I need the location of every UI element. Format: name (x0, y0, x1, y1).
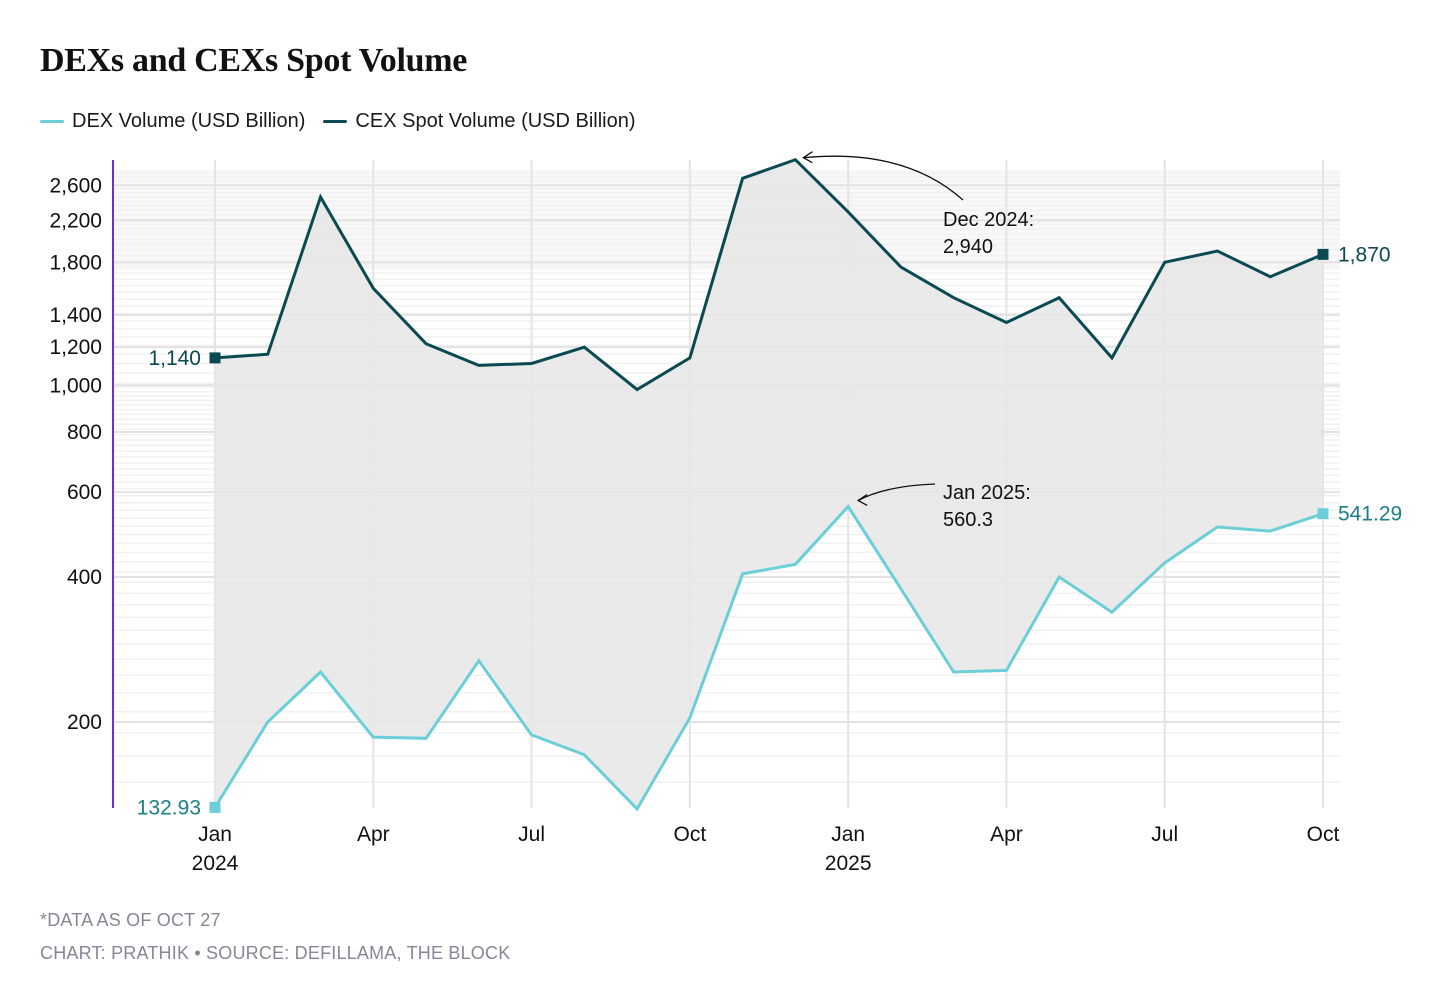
x-tick-label: Jul (1151, 823, 1178, 846)
footer-credit: CHART: PRATHIK • SOURCE: DEFILLAMA, THE … (40, 943, 511, 963)
legend-item-cex: CEX Spot Volume (USD Billion) (323, 110, 636, 133)
end-value-label-cex: 1,870 (1338, 243, 1391, 266)
y-tick-label: 1,200 (49, 336, 102, 359)
end-marker-dex (209, 801, 221, 813)
x-tick-year-label: 2025 (825, 852, 872, 875)
legend-label-dex: DEX Volume (USD Billion) (72, 110, 306, 132)
end-marker-dex (1317, 508, 1329, 520)
annotation-value: 560.3 (943, 509, 993, 531)
annotation-arrow (803, 155, 964, 201)
y-tick-label: 2,200 (49, 209, 102, 232)
y-tick-label: 2,600 (49, 174, 102, 197)
start-value-label-dex: 132.93 (137, 796, 201, 819)
series-line-dex (213, 504, 1324, 812)
x-tick-label: Apr (990, 823, 1023, 846)
annotation-value: 2,940 (943, 236, 993, 258)
y-tick-label: 1,800 (49, 251, 102, 274)
legend-label-cex: CEX Spot Volume (USD Billion) (355, 110, 636, 132)
series-lines (209, 157, 1329, 813)
end-marker-cex (1317, 248, 1329, 260)
x-tick-label: Apr (357, 823, 390, 846)
arrowhead-icon (802, 151, 813, 164)
y-tick-label: 1,400 (49, 304, 102, 327)
x-tick-year-label: 2024 (192, 852, 239, 875)
footer-note: *DATA AS OF OCT 27 (40, 910, 221, 930)
y-tick-label: 400 (67, 566, 102, 589)
legend-swatch-cex (323, 120, 348, 123)
annotation-arrow (857, 483, 936, 502)
x-tick-label: Jan (198, 823, 232, 846)
labels: 132.93 541.29 1,140 1,870 Dec 2024: 2,940 Jan … (137, 151, 1402, 819)
area-between-series (215, 159, 1323, 809)
legend: DEX Volume (USD Billion) CEX Spot Volume… (40, 110, 636, 133)
series-line-cex (214, 157, 1324, 392)
x-tick-label: Oct (1307, 823, 1340, 846)
end-marker-cex (209, 352, 221, 364)
annotation-title: Dec 2024: (943, 209, 1034, 231)
x-tick-label: Oct (674, 823, 707, 846)
chart-title: DEXs and CEXs Spot Volume (40, 42, 468, 79)
axes: 200 400 600 800 1,000 1,200 1,400 1,800 2,200 2,6… (49, 160, 1339, 875)
area-between-dex-cex (215, 159, 1323, 809)
y-tick-label: 200 (67, 711, 102, 734)
y-tick-label: 800 (67, 421, 102, 444)
x-tick-label: Jan (831, 823, 865, 846)
x-tick-label: Jul (518, 823, 545, 846)
legend-swatch-dex (40, 120, 64, 123)
legend-item-dex: DEX Volume (USD Billion) (40, 110, 305, 133)
y-tick-label: 1,000 (49, 374, 102, 397)
start-value-label-cex: 1,140 (148, 347, 201, 370)
end-value-label-dex: 541.29 (1338, 503, 1402, 526)
annotation-title: Jan 2025: (943, 482, 1031, 504)
arrowhead-icon (856, 493, 868, 507)
y-tick-label: 600 (67, 481, 102, 504)
